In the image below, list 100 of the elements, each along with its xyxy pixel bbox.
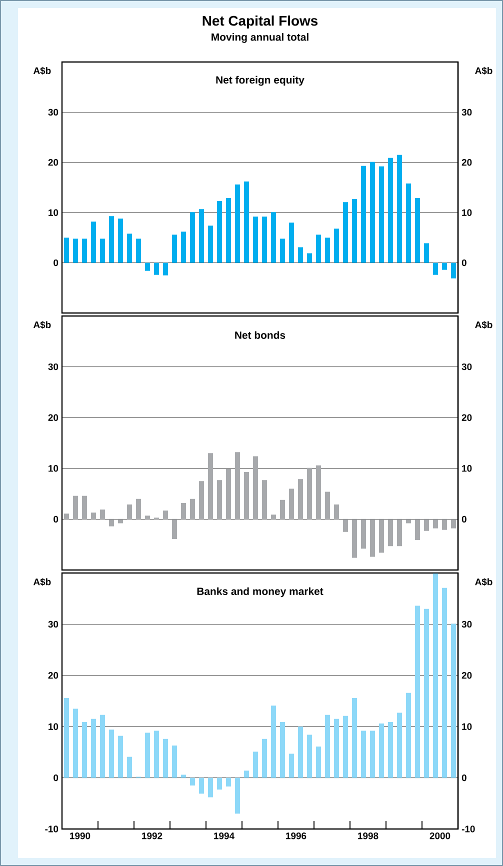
bar bbox=[235, 778, 240, 814]
bar bbox=[289, 488, 294, 520]
bar bbox=[370, 730, 376, 778]
bar bbox=[82, 722, 87, 778]
bar bbox=[361, 519, 366, 549]
bar bbox=[343, 519, 348, 532]
bar bbox=[64, 238, 69, 263]
y-tick-label: 30 bbox=[48, 363, 58, 370]
bar bbox=[109, 216, 114, 263]
bar bbox=[442, 519, 448, 530]
bar bbox=[181, 774, 186, 778]
bar bbox=[289, 222, 294, 263]
bar bbox=[271, 514, 276, 520]
x-tick-label: 1990 bbox=[70, 832, 90, 840]
bar bbox=[298, 247, 304, 263]
bar bbox=[118, 736, 123, 778]
bar bbox=[100, 714, 105, 778]
bar bbox=[262, 738, 268, 778]
bar bbox=[433, 574, 438, 778]
bar bbox=[424, 608, 430, 778]
y2-tick-label: -10 bbox=[462, 826, 475, 832]
bar bbox=[163, 262, 168, 276]
bar bbox=[388, 722, 394, 778]
bar bbox=[370, 519, 376, 557]
y2-tick-label: 10 bbox=[462, 465, 472, 472]
bar bbox=[172, 746, 178, 778]
bar bbox=[127, 756, 132, 778]
y2-tick-label: 20 bbox=[462, 414, 472, 421]
bar bbox=[343, 716, 348, 778]
bar bbox=[145, 262, 150, 271]
y2-axis-title: A$b bbox=[475, 321, 492, 329]
y2-tick-label: 0 bbox=[462, 259, 466, 266]
bar bbox=[280, 238, 286, 263]
y-tick-label: 20 bbox=[48, 414, 58, 421]
bar bbox=[73, 238, 78, 263]
bar bbox=[406, 692, 412, 778]
bar bbox=[325, 492, 330, 520]
bar bbox=[154, 262, 160, 275]
bar bbox=[352, 519, 358, 558]
bar bbox=[118, 519, 123, 524]
y-axis-title: A$b bbox=[33, 321, 51, 329]
bar bbox=[199, 481, 204, 520]
bar bbox=[397, 154, 402, 263]
y-tick-label: 10 bbox=[48, 723, 58, 730]
y2-tick-label: 0 bbox=[462, 774, 466, 782]
bar bbox=[424, 519, 430, 531]
bar bbox=[64, 698, 69, 778]
bar bbox=[145, 516, 150, 520]
y-tick-label: 20 bbox=[48, 159, 58, 166]
text: Net foreign equity bbox=[216, 76, 304, 86]
bar bbox=[253, 216, 258, 263]
bar bbox=[127, 234, 132, 263]
y2-axis-title: A$b bbox=[475, 578, 492, 586]
y-tick-label: 30 bbox=[48, 108, 58, 116]
y-axis-title: A$b bbox=[33, 66, 51, 75]
bar bbox=[244, 472, 250, 520]
bar bbox=[190, 498, 196, 520]
bar bbox=[109, 519, 114, 526]
bar bbox=[388, 158, 394, 263]
bar bbox=[361, 166, 366, 263]
y-tick-label: 10 bbox=[48, 209, 58, 216]
bar bbox=[307, 468, 312, 520]
bar bbox=[316, 746, 322, 778]
bar bbox=[379, 166, 384, 263]
bar bbox=[163, 738, 168, 778]
bar bbox=[199, 209, 204, 263]
bar bbox=[64, 514, 69, 520]
bar bbox=[415, 519, 420, 540]
bar bbox=[82, 496, 87, 520]
text: Banks and money market bbox=[197, 587, 324, 598]
bar bbox=[451, 262, 456, 278]
bar bbox=[370, 162, 376, 263]
bar bbox=[316, 465, 322, 520]
bar bbox=[451, 519, 456, 528]
bar bbox=[226, 778, 232, 787]
y2-tick-label: 0 bbox=[462, 516, 466, 523]
x-tick-label: 2000 bbox=[430, 832, 450, 840]
text: Net bonds bbox=[235, 331, 286, 339]
y-tick-label: 20 bbox=[48, 672, 58, 679]
bar bbox=[415, 198, 420, 263]
y-tick-label: 0 bbox=[54, 516, 58, 523]
bar bbox=[244, 181, 250, 263]
x-tick-label: 1992 bbox=[142, 832, 162, 840]
bar bbox=[208, 226, 214, 263]
bar bbox=[208, 453, 214, 520]
x-tick-label: 1998 bbox=[358, 832, 378, 840]
bar bbox=[172, 234, 178, 263]
bar bbox=[388, 519, 394, 546]
bar bbox=[442, 588, 448, 778]
y2-tick-label: 20 bbox=[462, 672, 472, 679]
y2-tick-label: 10 bbox=[462, 723, 472, 730]
bar bbox=[190, 212, 196, 263]
bar bbox=[109, 730, 114, 778]
bar bbox=[127, 504, 132, 520]
y-tick-label: 0 bbox=[54, 259, 58, 266]
bar bbox=[118, 218, 123, 263]
bar bbox=[217, 480, 222, 520]
bar bbox=[73, 496, 78, 520]
bar bbox=[298, 726, 304, 778]
bar bbox=[406, 183, 412, 263]
